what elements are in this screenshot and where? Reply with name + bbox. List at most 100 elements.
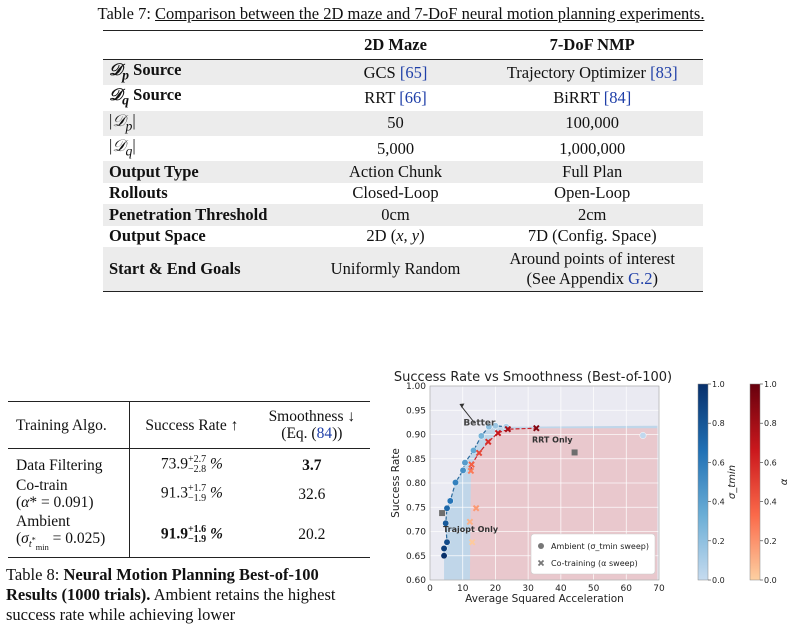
x-tick-label: 10 [457,584,469,594]
colorbar-tick-label: 0.2 [764,537,777,546]
ambient-point [477,432,485,440]
table8-header-smooth: Smoothness ↓ (Eq. (84)) [268,408,356,442]
ambient-point [440,552,448,560]
cotrain-point-stroke [475,449,483,457]
y-tick-label: 0.70 [406,528,426,538]
y-tick-label: 0.85 [406,455,426,465]
y-tick-label: 0.95 [406,406,426,416]
cotrain-point-stroke [468,538,476,546]
table7-label: |𝒟p| [103,110,310,136]
table7-math-cell: 2D (x, y) [366,226,425,246]
success-vs-smoothness-chart: Success Rate vs Smoothness (Best-of-100)… [390,370,790,605]
ambient-point [491,422,499,430]
table7-row: |𝒟p| 50 100,000 [103,110,703,136]
better-arrow [461,406,475,423]
plot-area: 0.60 0.65 0.70 0.75 0.80 0.85 0.90 0.95 1.00 0 10 2… [390,382,665,605]
equation-link[interactable]: 84 [316,425,333,442]
ambient-point [452,479,459,486]
colorbar-sigma [697,383,709,581]
ambient-point [442,519,450,527]
plot-frame [429,385,660,581]
table8-caption-label: Table 8: [6,565,60,584]
citation-link[interactable]: [84] [603,87,632,107]
ambient-point [440,545,448,552]
y-tick-label: 0.60 [406,576,426,586]
table7-caption-text: Comparison between the 2D maze and 7-DoF… [155,4,705,23]
table8-header-success: Success Rate ↑ [145,416,239,434]
colorbar-tick-label: 1.0 [712,380,725,389]
trajopt-only-label: Trajopt Only [443,525,499,534]
legend-cotrain-marker [537,559,545,567]
table7-row: 𝒟q Source RRT [66] BiRRT [84] [103,85,703,110]
cotrain-point [475,449,483,457]
x-tick-label: 0 [427,584,433,594]
table8-caption-text: Ambient retains the highest success rate… [6,585,336,624]
colorbar-tick-label: 0.0 [712,576,725,585]
colorbar-tick-label: 0.8 [764,419,777,428]
cotrain-point [468,538,476,546]
table7: 2D Maze 7-DoF NMP 𝒟p Source GCS [65] Tra… [103,30,703,292]
cotrain-point-stroke [484,438,492,446]
chart-title: Success Rate vs Smoothness (Best-of-100) [394,370,672,385]
table-row: Co-train (α* = 0.091) 91.3 +1.7 −1.9 % 32.6 [8,476,370,512]
legend-ambient-marker [538,543,544,549]
legend-ambient-label: Ambient (σ_tmin sweep) [551,542,649,551]
ambient-point [485,423,493,431]
x-axis-label: Average Squared Acceleration [465,593,624,605]
colorbar-label: α [779,478,790,485]
cotrain-point [484,438,492,446]
cotrain-point-stroke [533,424,540,432]
y-tick-label: 0.80 [406,479,426,489]
table-row: Data Filtering 73.9 +2.7 −2.8 % 3.7 [8,448,370,476]
colorbar-tick-label: 1.0 [764,380,777,389]
table7-row: Output Space 2D (x, y) 7D (Config. Space… [109,226,657,246]
x-tick-label: 70 [653,584,665,594]
colorbar-label: σ_tmin [727,465,738,499]
ambient-point [639,432,647,439]
cotrain-point [467,467,475,475]
ambient-point [459,466,467,474]
table7-caption-label: Table 7: [97,4,151,23]
cotrain-point [466,518,474,526]
table8-header-algo: Training Algo. [8,401,131,449]
colorbar-tick-label: 0.4 [764,498,777,507]
table7-header-empty [103,31,310,60]
colorbar-tick-label: 0.6 [712,458,725,467]
citation-link[interactable]: [65] [399,62,428,82]
ambient-point [443,504,451,512]
chart-legend: Ambient (σ_tmin sweep) Co-training (α swe… [530,533,656,575]
citation-link[interactable]: [66] [399,87,427,107]
colorbar-tick-label: 0.0 [764,576,777,585]
ambient-point [461,459,469,467]
y-tick-label: 0.65 [406,552,426,562]
colorbar-alpha [749,383,761,581]
trajopt-only-marker [439,510,446,517]
table7-label: |𝒟q| [109,135,136,159]
table7-row: Penetration Threshold 0cm 2cm [103,204,703,226]
cotrain-point-stroke [494,429,502,437]
x-tick-label: 30 [522,584,534,594]
table7-label: 𝒟p Source [103,59,310,86]
better-arrowhead [459,403,465,408]
table8-caption-bold: Neural Motion Planning Best-of-100 Resul… [6,565,319,604]
x-tick-label: 50 [588,584,600,594]
table7-caption: Table 7: Comparison between the 2D maze … [16,4,786,24]
colorbar-tick-label: 0.4 [712,498,725,507]
ambient-point [470,447,477,454]
cotrain-point [472,504,480,512]
table7-header-maze: 2D Maze [364,35,427,54]
cotrain-point-stroke [466,518,474,526]
cotrain-point-stroke [504,425,512,433]
rrt-only-marker [571,449,578,456]
table7-row: |𝒟q| 5,000 1,000,000 [103,136,703,161]
citation-link[interactable]: [83] [650,62,678,82]
cotrain-point [533,424,540,432]
cotrain-point [504,425,512,433]
appendix-link[interactable]: G.2 [628,269,653,289]
cotrain-point-stroke [467,467,475,475]
legend-box [530,533,656,575]
cotrain-point [494,429,502,437]
table7-label: 𝒟q Source [109,85,182,108]
cotrain-point [468,461,475,468]
y-tick-label: 1.00 [406,382,426,392]
